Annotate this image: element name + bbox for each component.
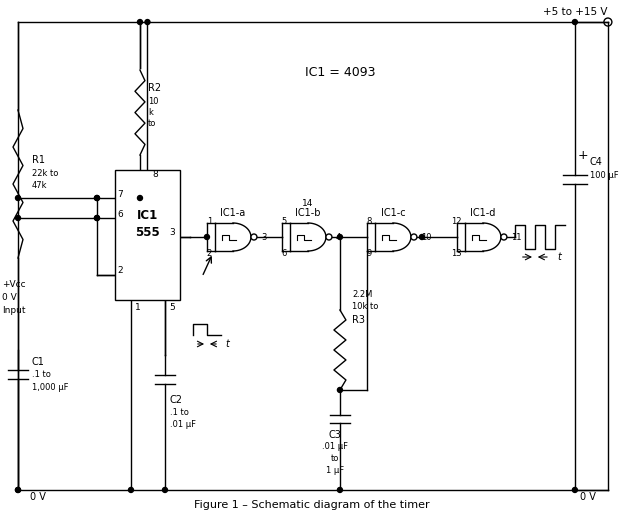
Text: 11: 11	[511, 232, 521, 242]
Circle shape	[326, 234, 332, 240]
Text: C1: C1	[32, 357, 45, 367]
Circle shape	[162, 487, 168, 493]
Text: 2: 2	[207, 248, 212, 258]
Text: t: t	[225, 339, 229, 349]
Circle shape	[129, 487, 134, 493]
Text: t: t	[557, 252, 561, 262]
Text: R1: R1	[32, 155, 45, 165]
Circle shape	[251, 234, 257, 240]
Circle shape	[338, 388, 342, 393]
Text: 14: 14	[302, 199, 314, 207]
Text: 3: 3	[261, 232, 266, 242]
Text: 7: 7	[117, 189, 123, 199]
Text: 0 V: 0 V	[580, 492, 596, 502]
Text: Figure 1 – Schematic diagram of the timer: Figure 1 – Schematic diagram of the time…	[194, 500, 430, 510]
Circle shape	[338, 487, 342, 493]
Text: 10: 10	[421, 232, 431, 242]
Text: 5: 5	[282, 217, 287, 225]
Circle shape	[16, 216, 21, 221]
Bar	[115, 170, 180, 300]
Circle shape	[138, 196, 142, 201]
Circle shape	[16, 196, 21, 201]
Text: .01 μF: .01 μF	[170, 420, 196, 430]
Circle shape	[145, 19, 150, 25]
Circle shape	[572, 19, 578, 25]
Text: IC1-d: IC1-d	[470, 208, 496, 218]
Text: .1 to: .1 to	[32, 371, 51, 379]
Text: C2: C2	[170, 395, 183, 405]
Text: 6: 6	[117, 209, 123, 219]
Text: C3: C3	[329, 430, 341, 440]
Text: 2.2M: 2.2M	[352, 290, 372, 300]
Text: 12: 12	[451, 217, 462, 225]
Text: k: k	[148, 108, 153, 117]
Circle shape	[94, 196, 99, 201]
Circle shape	[338, 234, 342, 240]
Circle shape	[419, 234, 424, 240]
Circle shape	[94, 196, 99, 201]
Circle shape	[204, 234, 209, 240]
Text: 3: 3	[169, 227, 175, 237]
Text: +Vcc: +Vcc	[2, 281, 26, 289]
Text: 1,000 μF: 1,000 μF	[32, 383, 69, 393]
Text: 0 V: 0 V	[2, 293, 17, 303]
Circle shape	[501, 234, 507, 240]
Text: IC1-c: IC1-c	[381, 208, 405, 218]
Text: +: +	[578, 148, 589, 161]
Text: 1 μF: 1 μF	[326, 466, 344, 476]
Text: +5 to +15 V: +5 to +15 V	[542, 7, 607, 17]
Circle shape	[138, 19, 142, 25]
Text: .1 to: .1 to	[170, 409, 189, 417]
Text: 555: 555	[135, 225, 160, 239]
Text: 10: 10	[148, 97, 159, 105]
Text: 1: 1	[135, 304, 141, 312]
Text: 13: 13	[451, 248, 462, 258]
Text: 6: 6	[282, 248, 287, 258]
Text: Input: Input	[2, 307, 26, 315]
Text: to: to	[148, 118, 156, 127]
Text: 2: 2	[117, 267, 122, 275]
Circle shape	[16, 487, 21, 493]
Text: IC1 = 4093: IC1 = 4093	[305, 66, 375, 78]
Text: R2: R2	[148, 83, 161, 93]
Text: C4: C4	[590, 157, 602, 167]
Text: 10k to: 10k to	[352, 303, 378, 311]
Text: 100 μF: 100 μF	[590, 170, 619, 180]
Circle shape	[94, 216, 99, 221]
Text: to: to	[331, 455, 339, 463]
Text: IC1-b: IC1-b	[295, 208, 321, 218]
Circle shape	[572, 487, 578, 493]
Text: 22k to: 22k to	[32, 168, 58, 178]
Text: 1: 1	[207, 217, 212, 225]
Circle shape	[94, 216, 99, 221]
Text: IC1-a: IC1-a	[221, 208, 246, 218]
Text: 9: 9	[367, 248, 372, 258]
Text: R3: R3	[352, 315, 365, 325]
Circle shape	[16, 487, 21, 493]
Text: 5: 5	[169, 304, 175, 312]
Circle shape	[411, 234, 417, 240]
Text: IC1: IC1	[137, 208, 158, 222]
Text: 47k: 47k	[32, 181, 48, 189]
Text: 8: 8	[366, 217, 372, 225]
Text: .01 μF: .01 μF	[322, 442, 348, 452]
Text: 0 V: 0 V	[30, 492, 46, 502]
Text: 8: 8	[152, 169, 158, 179]
Text: 4: 4	[336, 232, 341, 242]
